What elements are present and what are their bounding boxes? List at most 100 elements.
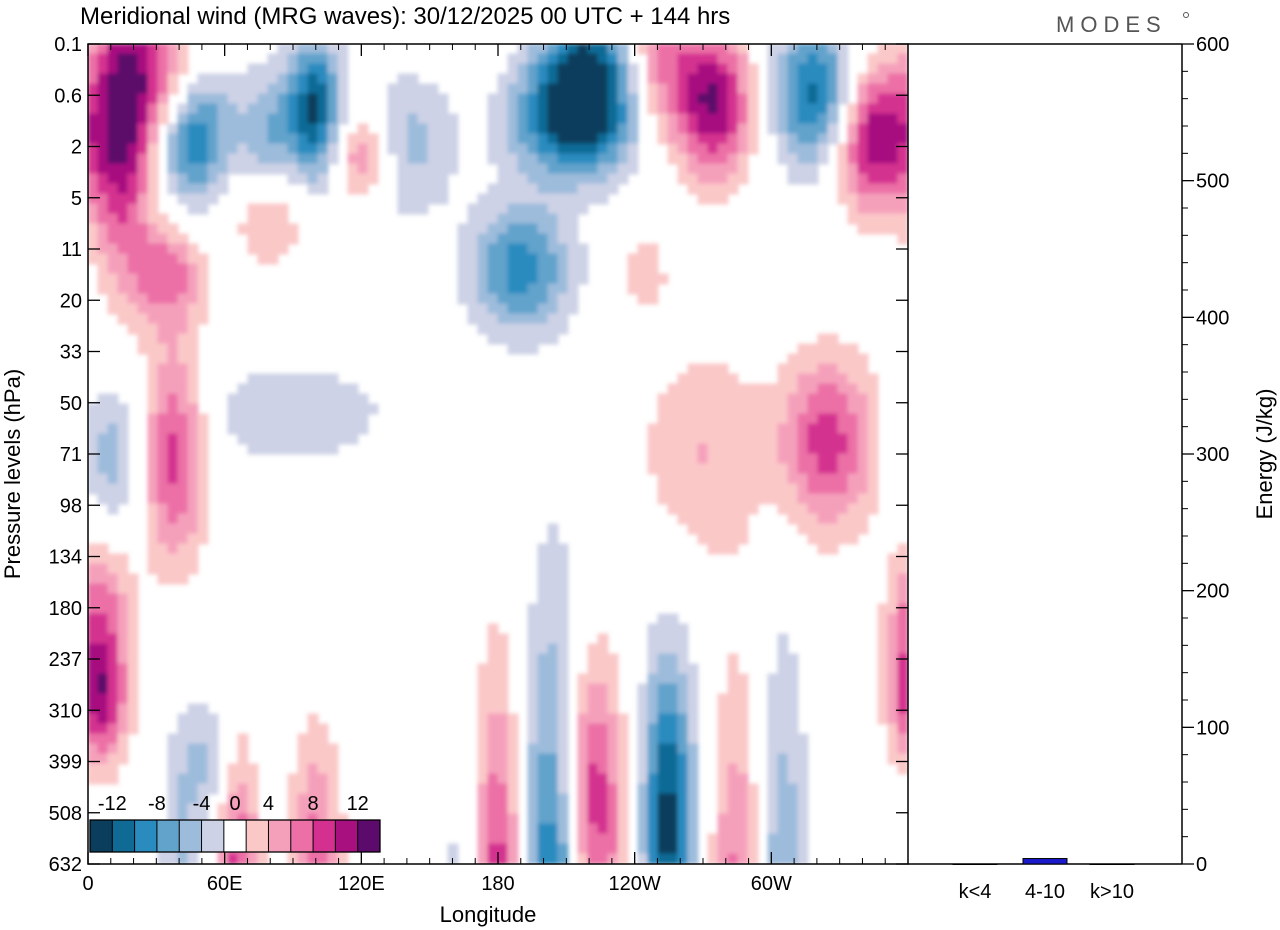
heatmap-cell xyxy=(97,573,109,585)
heatmap-cell xyxy=(697,413,709,425)
heatmap-cell xyxy=(297,753,309,765)
heatmap-cell xyxy=(697,423,709,435)
heatmap-cell xyxy=(877,93,889,105)
heatmap-cell xyxy=(797,103,809,115)
heatmap-cell xyxy=(497,113,509,125)
heatmap-cell xyxy=(327,433,339,445)
heatmap-cell xyxy=(107,73,119,85)
heatmap-cell xyxy=(687,93,699,105)
heatmap-cell xyxy=(687,773,699,785)
heatmap-cell xyxy=(507,83,519,95)
heatmap-cell xyxy=(317,403,329,415)
heatmap-cell xyxy=(417,193,429,205)
heatmap-cell xyxy=(847,493,859,505)
heatmap-cell xyxy=(347,383,359,395)
heatmap-cell xyxy=(117,193,129,205)
heatmap-cell xyxy=(537,833,549,845)
heatmap-cell xyxy=(477,783,489,795)
heatmap-cell xyxy=(567,243,579,255)
heatmap-cell xyxy=(467,283,479,295)
heatmap-cell xyxy=(617,44,629,55)
heatmap-cell xyxy=(97,623,109,635)
heatmap-cell xyxy=(497,693,509,705)
heatmap-cell xyxy=(497,263,509,275)
heatmap-cell xyxy=(107,163,119,175)
heatmap-cell xyxy=(97,253,109,265)
heatmap-cell xyxy=(837,423,849,435)
heatmap-cell xyxy=(467,303,479,315)
heatmap-cell xyxy=(587,123,599,135)
heatmap-cell xyxy=(597,133,609,145)
heatmap-cell xyxy=(547,673,559,685)
heatmap-cell xyxy=(157,313,169,325)
heatmap-cell xyxy=(657,683,669,695)
heatmap-cell xyxy=(657,483,669,495)
heatmap-cell xyxy=(157,53,169,65)
heatmap-cell xyxy=(97,213,109,225)
heatmap-cell xyxy=(487,313,499,325)
heatmap-cell xyxy=(777,643,789,655)
heatmap-cell xyxy=(777,73,789,85)
heatmap-cell xyxy=(617,93,629,105)
heatmap-cell xyxy=(147,223,159,235)
heatmap-cell xyxy=(167,513,179,525)
heatmap-cell xyxy=(857,373,869,385)
heatmap-cell xyxy=(737,523,749,535)
heatmap-cell xyxy=(237,103,249,115)
heatmap-cell xyxy=(497,133,509,145)
heatmap-cell xyxy=(277,413,289,425)
heatmap-cell xyxy=(747,503,759,515)
energy-bars: k<4 4-10 k>10 xyxy=(952,858,1135,903)
heatmap-cell xyxy=(507,733,519,745)
heatmap-cell xyxy=(307,773,319,785)
heatmap-cell xyxy=(697,393,709,405)
heatmap-cell xyxy=(527,103,539,115)
heatmap-cell xyxy=(167,773,179,785)
heatmap-cell xyxy=(857,93,869,105)
heatmap-cell xyxy=(717,833,729,845)
heatmap-cell xyxy=(97,203,109,215)
heatmap-cell xyxy=(387,113,399,125)
heatmap-cell xyxy=(177,123,189,135)
heatmap-cell xyxy=(187,203,199,215)
heatmap-cell xyxy=(727,673,739,685)
heatmap-cell xyxy=(677,623,689,635)
heatmap-cell xyxy=(347,183,359,195)
heatmap-cell xyxy=(327,813,339,825)
heatmap-cell xyxy=(557,743,569,755)
heatmap-cell xyxy=(777,433,789,445)
heatmap-cell xyxy=(667,503,679,515)
heatmap-cell xyxy=(527,243,539,255)
heatmap-cell xyxy=(777,423,789,435)
heatmap-cell xyxy=(787,53,799,65)
heatmap-cell xyxy=(787,833,799,845)
heatmap-cell xyxy=(177,153,189,165)
heatmap-cell xyxy=(887,603,899,615)
heatmap-cell xyxy=(717,523,729,535)
heatmap-cell xyxy=(227,793,239,805)
heatmap-cell xyxy=(197,183,209,195)
heatmap-cell xyxy=(147,543,159,555)
heatmap-cell xyxy=(707,373,719,385)
heatmap-cell xyxy=(687,393,699,405)
heatmap-cell xyxy=(177,363,189,375)
heatmap-cell xyxy=(507,203,519,215)
heatmap-cell xyxy=(597,633,609,645)
heatmap-cell xyxy=(757,473,769,485)
heatmap-cell xyxy=(127,603,139,615)
heatmap-cell xyxy=(237,813,249,825)
heatmap-cell xyxy=(167,413,179,425)
heatmap-cell xyxy=(537,193,549,205)
heatmap-cell xyxy=(147,363,159,375)
heatmap-cell xyxy=(607,44,619,55)
heatmap-cell xyxy=(317,133,329,145)
heatmap-cell xyxy=(797,163,809,175)
heatmap-cell xyxy=(497,193,509,205)
heatmap-cell xyxy=(397,93,409,105)
heatmap-cell xyxy=(197,263,209,275)
heatmap-cell xyxy=(817,103,829,115)
heatmap-cell xyxy=(577,253,589,265)
heatmap-cell xyxy=(647,253,659,265)
heatmap-cell xyxy=(687,103,699,115)
heatmap-cell xyxy=(667,693,679,705)
